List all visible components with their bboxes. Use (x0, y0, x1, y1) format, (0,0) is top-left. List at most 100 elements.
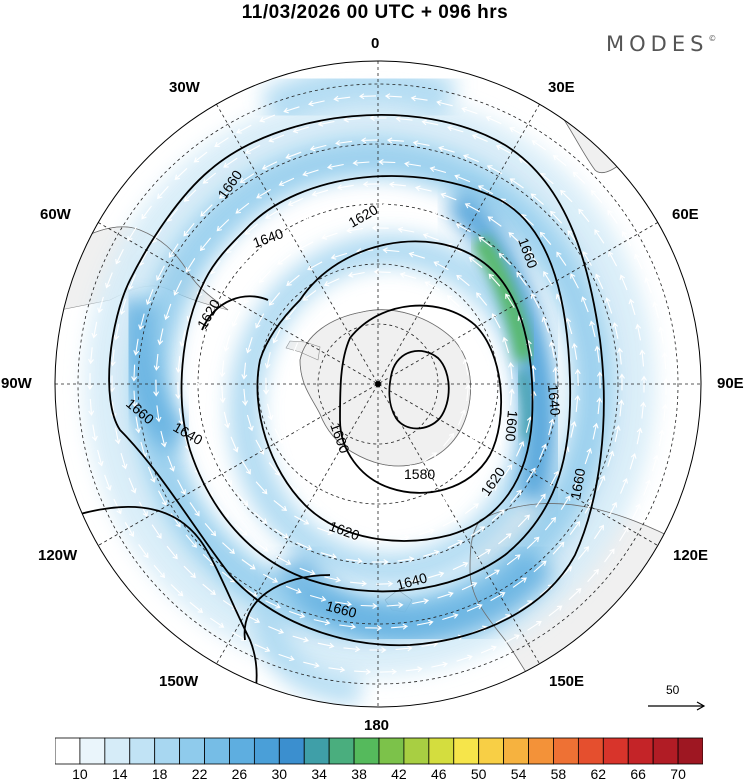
wind-arrow (371, 225, 389, 231)
colorbar-bin (104, 737, 131, 765)
reference-vector-arrow (648, 701, 706, 711)
wind-arrow (119, 298, 127, 315)
wind-arrow (265, 209, 280, 219)
wind-arrow (157, 328, 164, 346)
lon-label-150w: 150W (159, 673, 199, 690)
brand-text: MODES (606, 32, 709, 56)
colorbar-bin (403, 737, 430, 765)
wind-arrow (193, 151, 208, 163)
wind-arrow (450, 457, 463, 471)
wind-band-west (119, 297, 192, 455)
wind-arrow (502, 464, 513, 479)
colorbar-bin (253, 737, 280, 765)
lon-label-120w: 120W (38, 547, 78, 564)
wind-arrow (343, 116, 361, 123)
wind-arrow (490, 591, 506, 602)
contour-1580 (388, 350, 450, 430)
wind-arrow (632, 503, 641, 520)
wind-arrow (245, 144, 261, 154)
wind-arrow (209, 617, 225, 628)
wind-arrow (429, 166, 447, 174)
wind-arrow (471, 134, 488, 143)
colorbar-bin (453, 737, 480, 765)
wind-arrow (287, 392, 294, 410)
wind-arrow (652, 301, 659, 319)
wind-arrow (388, 181, 406, 188)
wind-arrow (424, 281, 440, 291)
wind-arrow (431, 661, 449, 668)
wind-arrow (380, 203, 398, 210)
wind-arrow (652, 454, 659, 472)
wind-arrow (382, 514, 400, 520)
colorbar-bin (229, 737, 255, 765)
wind-arrow (582, 251, 592, 266)
wind-arrow (505, 293, 515, 308)
wind-arrow (596, 371, 603, 389)
wind-arrow (453, 335, 463, 351)
wind-arrow (298, 241, 314, 251)
wind-arrow (478, 236, 493, 248)
colorbar-tick-label: 14 (112, 766, 128, 782)
wind-arrow (105, 272, 113, 289)
modes-logo: MODES© (606, 32, 716, 56)
wind-arrow (239, 173, 255, 183)
wind-arrow (391, 623, 409, 630)
wind-arrow (113, 498, 122, 515)
wind-arrow (618, 399, 625, 417)
wind-arrow (596, 397, 603, 415)
wind-arrow (258, 270, 271, 283)
wind-arrow (548, 605, 563, 617)
wind-arrow (622, 231, 632, 246)
wind-arrow (241, 559, 256, 570)
colorbar-bin (129, 737, 156, 765)
wind-arrow (274, 528, 289, 539)
colorbar-bin (627, 737, 654, 765)
copyright-mark: © (708, 34, 717, 43)
wind-arrow (202, 583, 216, 596)
wind-arrow (485, 115, 502, 125)
wind-arrow (378, 159, 396, 165)
contour-label-1640-south: 1640 (395, 569, 429, 593)
wind-arrow (354, 203, 372, 210)
wind-arrow (382, 247, 400, 254)
wind-arrow (306, 439, 319, 453)
wind-arrow (158, 490, 167, 506)
wind-arrow (97, 449, 104, 467)
wind-arrow (495, 144, 512, 154)
contour-label-1660-south: 1660 (324, 597, 358, 621)
wind-arrow (321, 232, 338, 240)
wind-arrow (480, 412, 489, 429)
wind-arrow (463, 154, 480, 163)
wind-arrow (468, 256, 483, 269)
colorbar-bin (428, 737, 455, 765)
wind-arrow (340, 295, 357, 304)
wind-arrow (97, 296, 104, 314)
wind-arrow (491, 439, 501, 455)
wind-arrow (369, 115, 387, 121)
wind-arrow (408, 508, 426, 516)
wind-arrow (296, 542, 313, 551)
wind-arrow (570, 420, 577, 438)
wind-arrow (399, 464, 416, 473)
wind-arrow (408, 251, 425, 259)
wind-arrow (356, 514, 374, 521)
wind-arrow (350, 580, 368, 587)
wind-arrow (336, 184, 354, 191)
lon-label-60e: 60E (672, 206, 699, 223)
wind-arrow (454, 174, 471, 183)
wind-arrow (339, 623, 357, 630)
wind-arrow (223, 335, 231, 352)
wind-arrow (287, 450, 300, 465)
colorbar-tick-label: 22 (191, 766, 208, 782)
colorbar-tick-label: 38 (351, 766, 367, 782)
wind-arrow (617, 347, 623, 365)
wind-arrow (442, 517, 458, 527)
wind-arrow (293, 417, 303, 433)
wind-arrow (530, 193, 544, 206)
wind-arrow (91, 321, 98, 339)
wind-arrow (414, 185, 432, 192)
wind-arrow (170, 584, 184, 597)
wind-arrow (245, 337, 253, 354)
wind-arrow (373, 268, 391, 275)
